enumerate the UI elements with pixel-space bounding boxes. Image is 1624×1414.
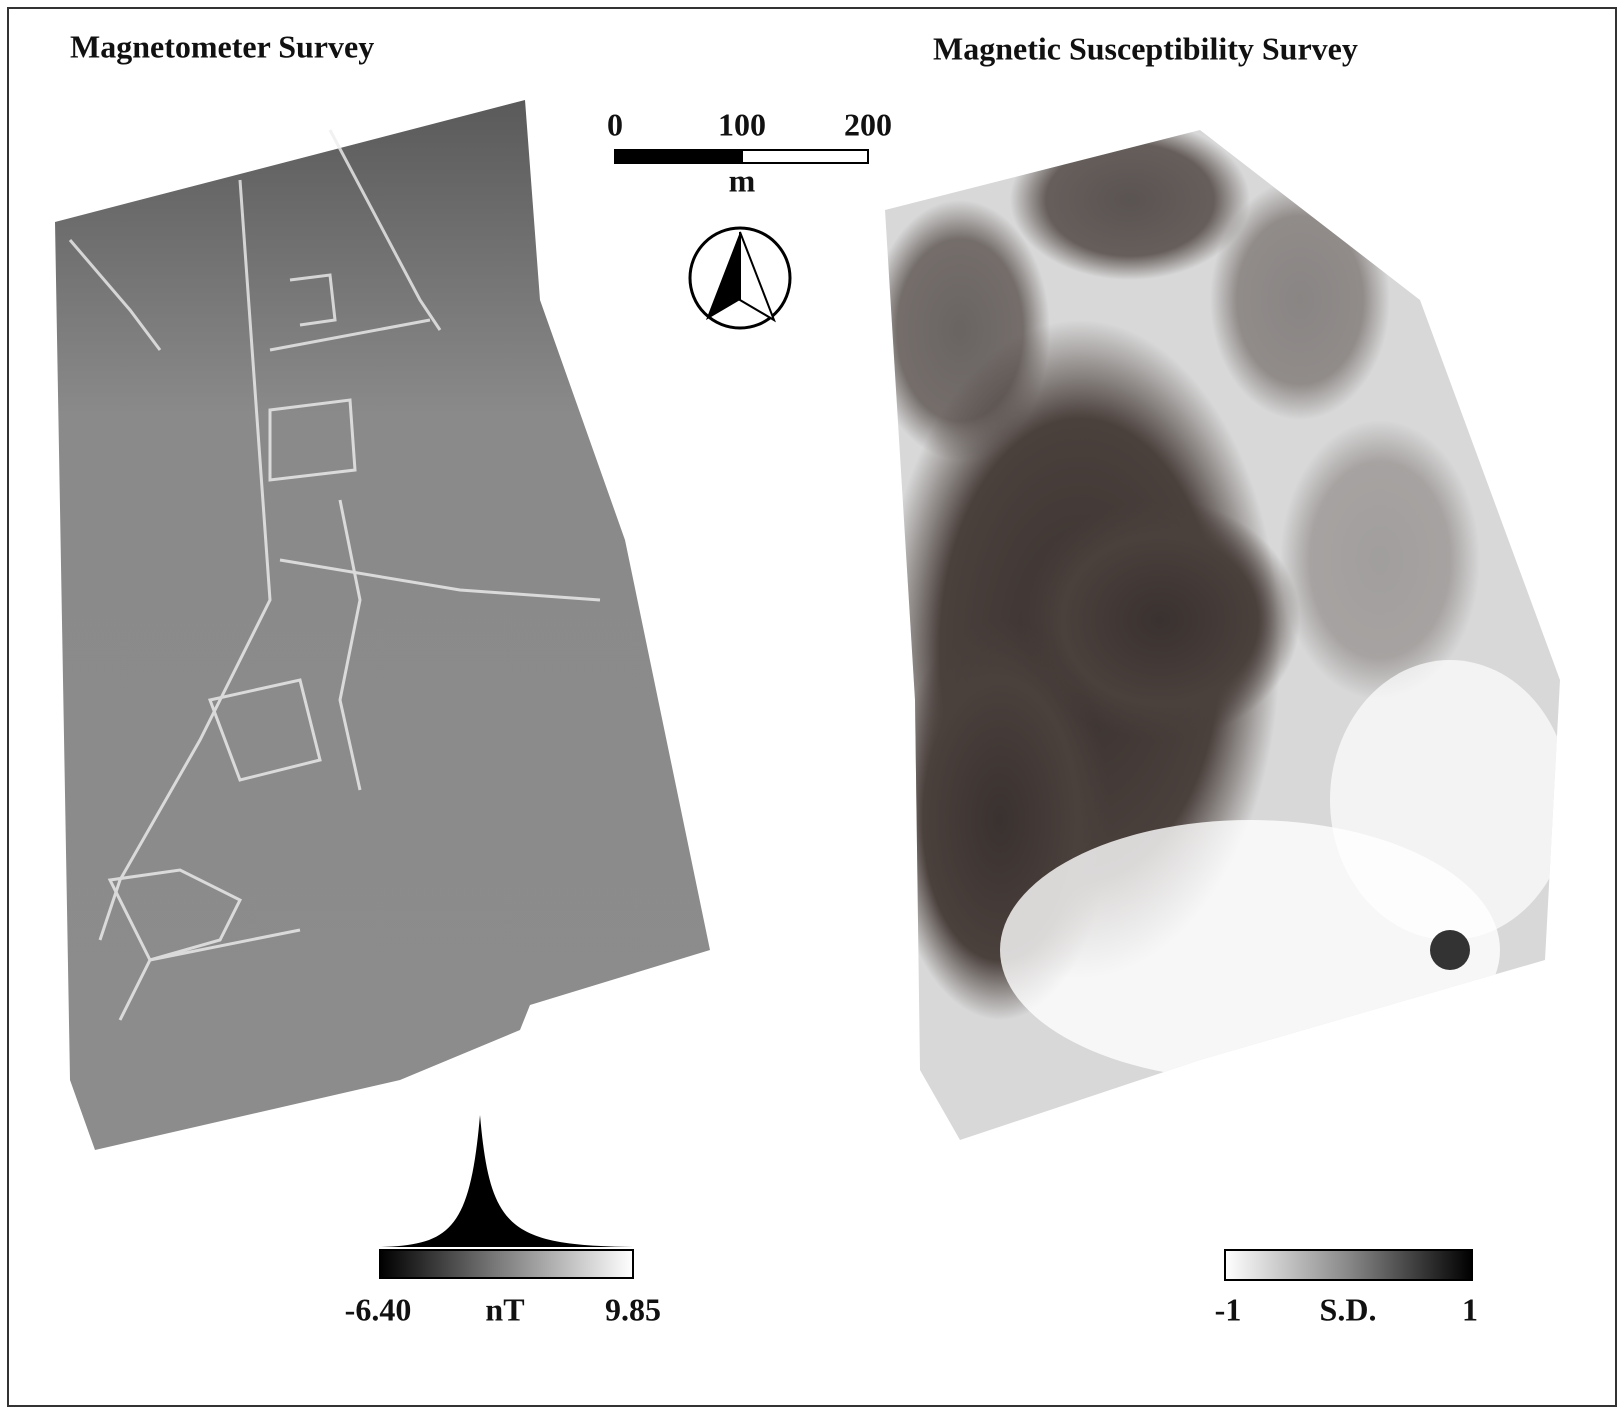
panel-title: Magnetometer Survey	[70, 28, 374, 64]
panel-title: Magnetic Susceptibility Survey	[933, 30, 1358, 66]
legend-max: 9.85	[605, 1291, 661, 1327]
scale-label: 100	[718, 106, 766, 142]
legend-min: -1	[1215, 1291, 1242, 1327]
scale-bar-white	[742, 150, 868, 163]
scale-unit: m	[729, 162, 756, 198]
legend-unit: S.D.	[1320, 1291, 1377, 1327]
scale-bar-black	[615, 150, 742, 163]
figure: 0 100 200 m -6.40 nT 9.85 -1 S.D. 1 Magn…	[0, 0, 1624, 1414]
color-bar	[1225, 1250, 1472, 1280]
legend-max: 1	[1462, 1291, 1478, 1327]
legend-unit: nT	[485, 1291, 524, 1327]
legend-min: -6.40	[345, 1291, 412, 1327]
scale-label: 200	[844, 106, 892, 142]
color-bar	[380, 1250, 633, 1278]
north-arrow	[690, 228, 790, 328]
scale-label: 0	[607, 106, 623, 142]
